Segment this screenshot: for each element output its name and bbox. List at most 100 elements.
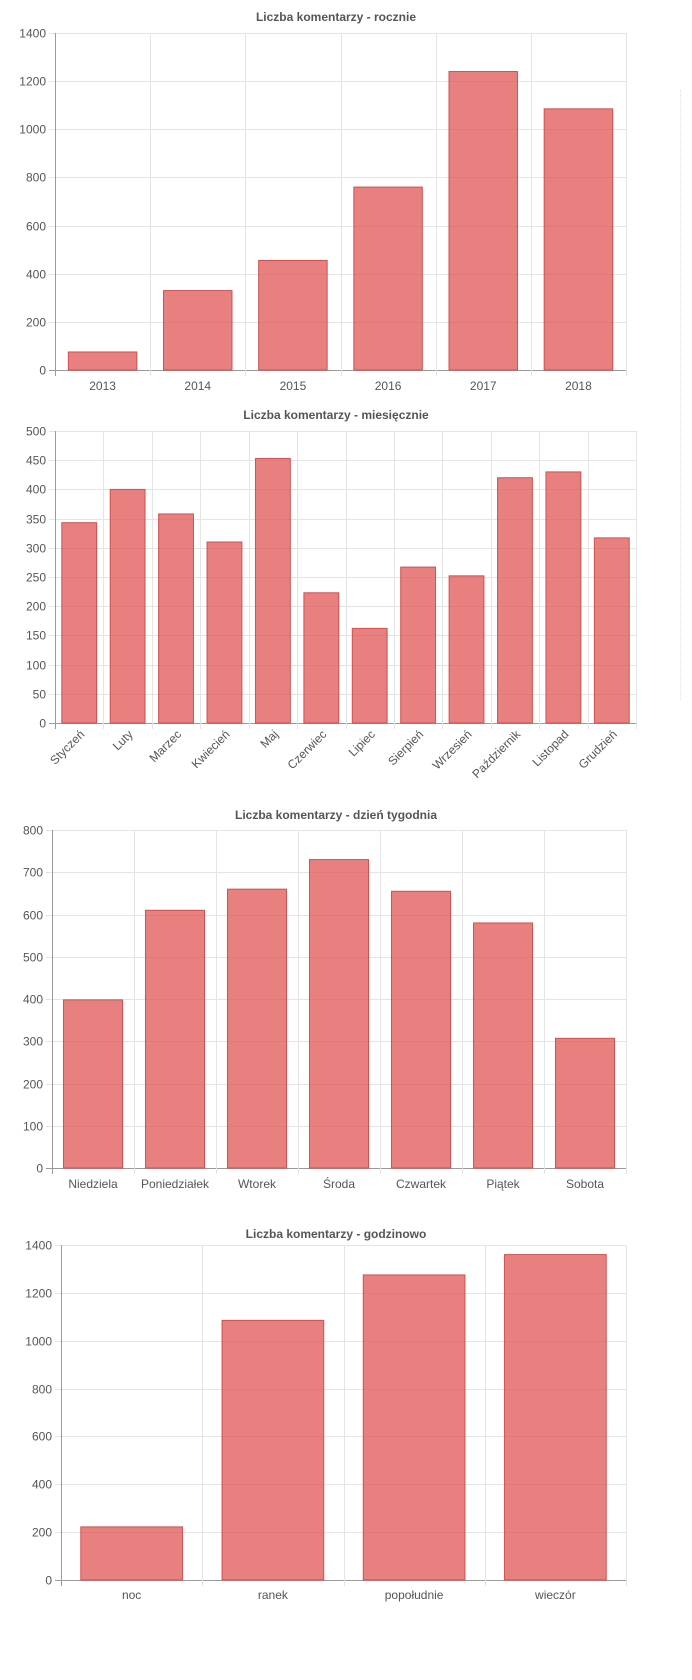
chart-hourly: Liczba komentarzy - godzinowo 0 200 400 600… (0, 1195, 692, 1640)
x-tick-label: 2014 (184, 379, 211, 393)
y-tick-label: 200 (23, 1078, 43, 1092)
y-tick-label: 800 (26, 171, 46, 185)
y-tick-label: 200 (26, 600, 46, 614)
bar-6 (472, 922, 534, 1169)
y-tick-label: 500 (23, 951, 43, 965)
y-tick-label: 1000 (25, 1335, 52, 1349)
x-tick-label: 2017 (470, 379, 497, 393)
bar-5 (254, 457, 291, 724)
y-tick-label: 50 (33, 688, 47, 702)
y-tick-label: 400 (26, 268, 46, 282)
bar-1 (61, 522, 98, 724)
bar-5 (390, 890, 452, 1169)
x-tick-label: 2016 (375, 379, 402, 393)
y-tick-label: 800 (23, 824, 43, 838)
y-tick-label: 600 (23, 909, 43, 923)
x-tick-label: Wrzesień (430, 727, 475, 772)
y-tick-label: 1400 (25, 1239, 52, 1253)
x-tick-label: Sobota (566, 1177, 604, 1191)
y-tick-label: 400 (23, 993, 43, 1007)
x-tick-label: wieczór (534, 1588, 576, 1602)
bar-3 (226, 888, 288, 1169)
bar-5 (448, 71, 519, 371)
chart-title: Liczba komentarzy - miesięcznie (243, 408, 429, 422)
x-tick-label: popołudnie (385, 1588, 444, 1602)
y-tick-label: 1200 (25, 1287, 52, 1301)
x-tick-label: Lipiec (346, 727, 378, 759)
x-tick-label: 2013 (89, 379, 116, 393)
bar-12 (593, 537, 630, 724)
chart-weekday: Liczba komentarzy - dzień tygodnia 0 100 2… (0, 795, 692, 1195)
bar-11 (545, 471, 582, 724)
y-tick-label: 200 (32, 1526, 52, 1540)
y-tick-label: 150 (26, 629, 46, 643)
x-tick-label: Listopad (530, 727, 572, 769)
x-tick-label: Środa (323, 1176, 355, 1191)
y-tick-label: 1200 (19, 75, 46, 89)
y-tick-label: 1400 (19, 27, 46, 41)
y-tick-label: 700 (23, 866, 43, 880)
bar-7 (351, 627, 388, 724)
bar-6 (303, 592, 340, 724)
chart-yearly-svg: Liczba komentarzy - rocznie 0 200 400 600 80… (19, 10, 627, 393)
x-tick-label: Czwartek (396, 1177, 447, 1191)
chart-title: Liczba komentarzy - dzień tygodnia (235, 808, 437, 822)
y-tick-label: 600 (26, 220, 46, 234)
chart-title: Liczba komentarzy - godzinowo (246, 1227, 427, 1241)
bar-2 (221, 1319, 325, 1581)
x-tick-label: Październik (469, 727, 523, 781)
x-tick-label: 2015 (280, 379, 307, 393)
bar-6 (543, 108, 614, 371)
chart-monthly-svg: Liczba komentarzy - miesięcznie 0 50 100 15… (26, 408, 637, 781)
y-tick-label: 400 (26, 483, 46, 497)
y-tick-label: 1000 (19, 123, 46, 137)
bar-1 (80, 1526, 183, 1581)
bar-3 (362, 1274, 466, 1581)
chart-weekday-svg: Liczba komentarzy - dzień tygodnia 0 100 2… (23, 808, 627, 1191)
bar-4 (308, 859, 370, 1169)
chart-monthly: Liczba komentarzy - miesięcznie 0 50 100 15… (0, 400, 692, 795)
y-tick-label: 350 (26, 513, 46, 527)
bar-10 (497, 477, 533, 724)
bar-2 (109, 488, 146, 724)
side-divider (680, 90, 681, 700)
x-tick-label: Grudzień (576, 727, 620, 771)
x-tick-label: Sierpień (385, 727, 426, 768)
bar-3 (258, 259, 328, 371)
x-tick-label: Niedziela (68, 1177, 118, 1191)
y-tick-label: 0 (45, 1574, 52, 1588)
x-tick-label: Maj (257, 727, 281, 751)
y-tick-label: 100 (26, 659, 46, 673)
bar-4 (206, 541, 243, 724)
y-tick-label: 0 (39, 717, 46, 731)
x-tick-label: noc (122, 1588, 141, 1602)
x-tick-label: 2018 (565, 379, 592, 393)
bar-2 (144, 909, 206, 1169)
x-tick-label: Piątek (486, 1177, 520, 1191)
x-tick-label: Marzec (146, 727, 184, 765)
x-tick-label: ranek (258, 1588, 289, 1602)
chart-hourly-svg: Liczba komentarzy - godzinowo 0 200 400 600… (25, 1227, 627, 1602)
y-tick-label: 400 (32, 1478, 52, 1492)
bar-3 (158, 513, 194, 724)
bar-8 (400, 566, 437, 724)
bar-2 (162, 290, 233, 371)
x-tick-label: Kwiecień (189, 727, 233, 771)
bar-1 (67, 351, 138, 371)
y-tick-label: 300 (26, 542, 46, 556)
y-tick-label: 100 (23, 1120, 43, 1134)
x-tick-label: Wtorek (238, 1177, 277, 1191)
bar-9 (448, 575, 485, 724)
y-tick-label: 600 (32, 1430, 52, 1444)
x-tick-label: Czerwiec (285, 727, 330, 772)
y-tick-label: 450 (26, 454, 46, 468)
y-tick-label: 0 (39, 364, 46, 378)
bar-1 (62, 999, 124, 1169)
x-tick-label: Luty (110, 727, 136, 753)
y-tick-label: 500 (26, 425, 46, 439)
y-tick-label: 800 (32, 1383, 52, 1397)
bar-7 (554, 1037, 616, 1169)
chart-title: Liczba komentarzy - rocznie (256, 10, 416, 24)
y-tick-label: 0 (36, 1162, 43, 1176)
y-tick-label: 300 (23, 1035, 43, 1049)
